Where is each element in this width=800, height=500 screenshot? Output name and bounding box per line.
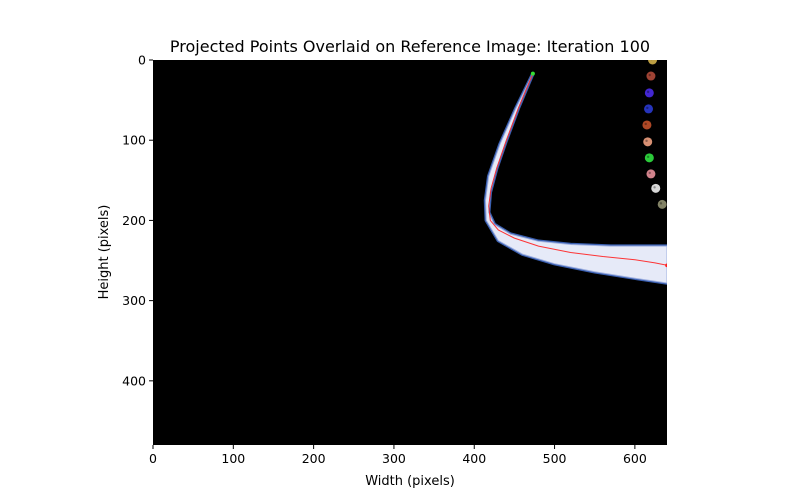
trajectory-line bbox=[488, 73, 667, 266]
marker-0-detail bbox=[650, 60, 653, 61]
marker-2-detail bbox=[646, 90, 650, 94]
y-tick-label-0: 0 bbox=[138, 53, 146, 68]
marker-4 bbox=[642, 120, 652, 130]
x-tick-label-100: 100 bbox=[221, 451, 245, 466]
x-tick-label-400: 400 bbox=[462, 451, 486, 466]
start-point bbox=[530, 71, 535, 76]
y-tick-label-100: 100 bbox=[122, 133, 146, 148]
x-axis: 0 100 200 300 400 500 600 bbox=[149, 445, 647, 466]
marker-8-detail bbox=[653, 186, 656, 189]
x-tick-label-300: 300 bbox=[382, 451, 406, 466]
y-axis: 0 100 200 300 400 bbox=[122, 53, 153, 388]
marker-5 bbox=[643, 137, 653, 147]
marker-7 bbox=[646, 169, 656, 179]
x-tick-label-200: 200 bbox=[302, 451, 326, 466]
chart-title: Projected Points Overlaid on Reference I… bbox=[170, 37, 650, 56]
marker-0 bbox=[648, 60, 658, 65]
marker-7-detail bbox=[648, 171, 651, 175]
plot-content bbox=[483, 60, 667, 285]
marker-4-detail bbox=[644, 122, 647, 126]
marker-9-detail bbox=[659, 202, 663, 205]
end-point bbox=[665, 263, 667, 268]
x-tick-label-500: 500 bbox=[543, 451, 567, 466]
marker-6-detail bbox=[646, 155, 650, 159]
y-axis-label: Height (pixels) bbox=[97, 205, 112, 300]
marker-2 bbox=[644, 88, 654, 98]
marker-6 bbox=[644, 153, 654, 163]
x-tick-label-600: 600 bbox=[623, 451, 647, 466]
x-tick-label-0: 0 bbox=[149, 451, 157, 466]
marker-1-detail bbox=[648, 73, 651, 77]
marker-9 bbox=[657, 199, 667, 209]
marker-8 bbox=[651, 183, 661, 193]
y-tick-label-300: 300 bbox=[122, 293, 146, 308]
y-tick-label-200: 200 bbox=[122, 213, 146, 228]
y-tick-label-400: 400 bbox=[122, 373, 146, 388]
x-axis-label: Width (pixels) bbox=[365, 474, 455, 489]
marker-5-detail bbox=[645, 139, 648, 143]
marker-3-detail bbox=[646, 106, 649, 110]
marker-1 bbox=[646, 71, 656, 81]
marker-3 bbox=[644, 104, 654, 114]
